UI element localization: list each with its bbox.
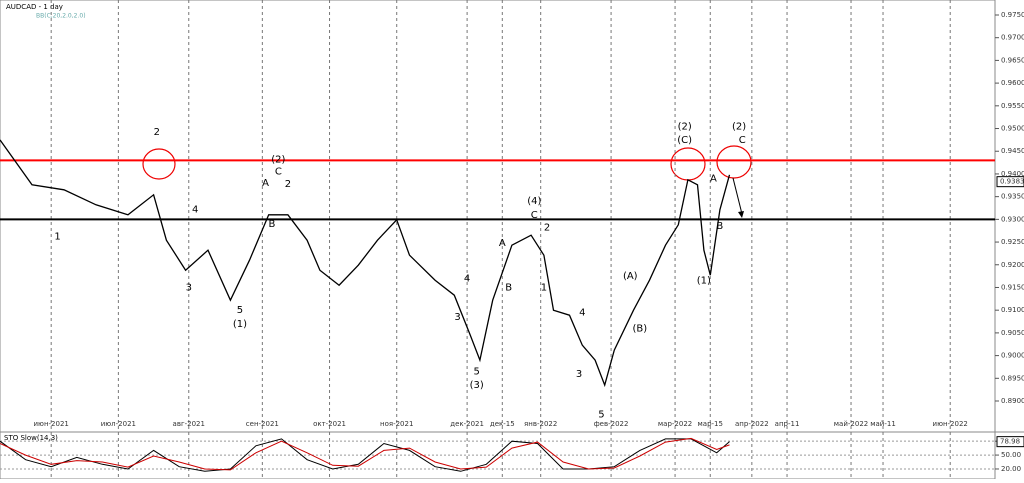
x-tick-label: мар-2022: [658, 420, 692, 428]
y-tick-label: 50.00: [1001, 451, 1021, 459]
arrow: [732, 177, 743, 215]
wave-label: 5: [474, 366, 480, 377]
wave-label: (C): [677, 135, 692, 146]
x-tick-label: апр-2022: [735, 420, 769, 428]
wave-label: B: [505, 282, 512, 293]
wave-label: 5: [598, 410, 604, 421]
x-tick-label: авг-2021: [173, 420, 205, 428]
y-tick-label: 0.9650: [1001, 56, 1024, 64]
y-tick-label: 0.9550: [1001, 102, 1024, 110]
wave-label: 3: [576, 369, 582, 380]
series-line: [0, 437, 730, 471]
x-tick-label: дек-2021: [450, 420, 484, 428]
highlights: [142, 145, 752, 181]
arrow-head: [738, 211, 744, 218]
last-value-box: [996, 436, 1024, 448]
wave-label: 5: [237, 305, 243, 316]
wave-label: C: [739, 135, 746, 146]
last-value-label: 0.9383: [1000, 178, 1024, 186]
y-tick-label: 0.8950: [1001, 374, 1024, 382]
x-tick-label: дек-15: [490, 420, 515, 428]
y-tick-label: 0.9100: [1001, 306, 1024, 314]
y-tick-label: 0.9400: [1001, 170, 1024, 178]
x-tick-label: июн-2021: [34, 420, 69, 428]
y-tick-label: 0.9250: [1001, 238, 1024, 246]
series-line: [0, 438, 730, 472]
wave-label: (1): [233, 319, 247, 330]
x-tick-label: июл-2021: [101, 420, 136, 428]
wave-label: (2): [271, 154, 285, 165]
wave-label: (2): [678, 121, 692, 132]
y-tick-label: 0.9050: [1001, 329, 1024, 337]
y-tick-label: 0.9500: [1001, 125, 1024, 133]
indicator-label: BB(C,20,2.0,2.0): [36, 13, 86, 20]
wave-label: B: [269, 219, 276, 230]
wave-label: A: [710, 173, 717, 184]
x-tick-label: май-11: [870, 420, 896, 428]
wave-label: (3): [470, 380, 484, 391]
wave-label: (A): [623, 271, 638, 282]
wave-label: 4: [579, 307, 585, 318]
x-tick-label: ноя-2021: [380, 420, 413, 428]
wave-label: 2: [285, 179, 291, 190]
sto-title: STO Slow(14,3): [4, 434, 58, 442]
y-tick-label: 0.9150: [1001, 283, 1024, 291]
wave-label: (2): [732, 121, 746, 132]
highlight-circle: [716, 145, 752, 179]
wave-label: 2: [544, 223, 550, 234]
wave-label: 3: [186, 282, 192, 293]
x-tick-label: июн-2022: [933, 420, 968, 428]
wave-label: 1: [541, 282, 547, 293]
wave-label: A: [499, 238, 506, 249]
y-tick-label: 0.9200: [1001, 261, 1024, 269]
wave-label: (4): [527, 196, 541, 207]
y-tick-label: 0.9450: [1001, 147, 1024, 155]
wave-label: B: [716, 221, 723, 232]
wave-label: C: [531, 210, 538, 221]
y-tick-label: 0.9300: [1001, 215, 1024, 223]
x-tick-label: окт-2021: [313, 420, 346, 428]
wave-label: A: [262, 178, 269, 189]
y-tick-label: 0.9700: [1001, 34, 1024, 42]
wave-label: 1: [54, 232, 60, 243]
x-tick-label: фев-2022: [594, 420, 629, 428]
wave-label: 2: [154, 127, 160, 138]
y-tick-label: 0.9350: [1001, 193, 1024, 201]
chart-title: AUDCAD - 1 day: [6, 3, 63, 11]
highlight-circle: [142, 148, 176, 180]
x-tick-label: сен-2021: [246, 420, 279, 428]
frame: [0, 0, 996, 480]
wave-label: 4: [464, 273, 470, 284]
wave-label: (B): [633, 323, 648, 334]
wave-label: C: [275, 167, 282, 178]
x-tick-label: мар-15: [698, 420, 723, 428]
last-value-label: 78.98: [1000, 438, 1020, 446]
wave-label: (1): [697, 276, 711, 287]
y-tick-label: 0.8900: [1001, 397, 1024, 405]
x-tick-label: май-2022: [834, 420, 868, 428]
y-tick-label: 0.9600: [1001, 79, 1024, 87]
y-tick-label: 0.9000: [1001, 352, 1024, 360]
wave-label: 3: [454, 312, 460, 323]
y-tick-label: 0.9750: [1001, 11, 1024, 19]
x-tick-label: янв-2022: [524, 420, 557, 428]
last-value-box: [996, 176, 1024, 188]
y-tick-label: 20.00: [1001, 465, 1021, 473]
series-line: [0, 139, 731, 388]
wave-label: 4: [192, 204, 198, 215]
x-tick-label: апр-11: [775, 420, 800, 428]
